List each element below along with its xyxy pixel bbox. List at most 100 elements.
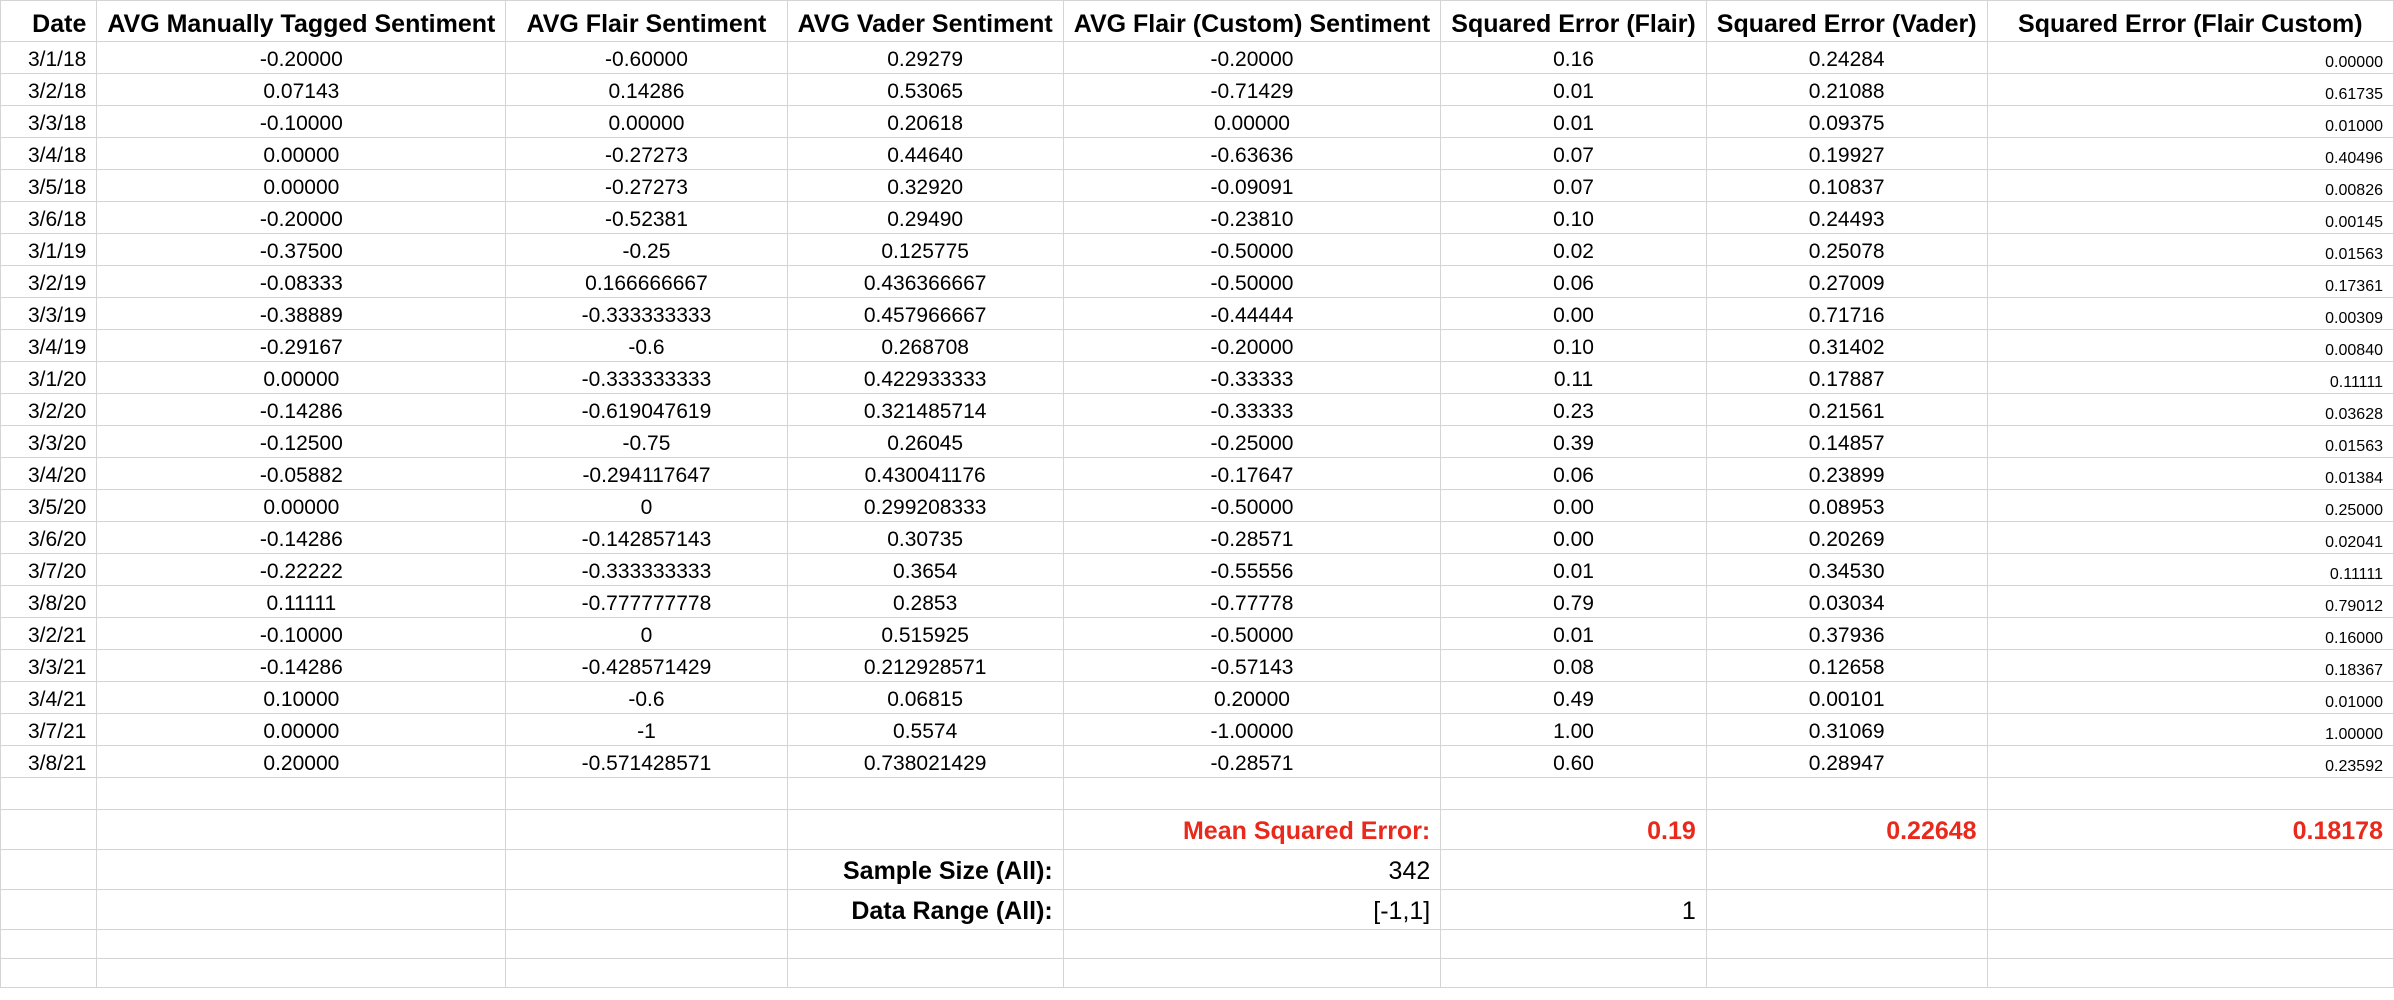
flair-sentiment-cell[interactable]: 0.14286 (505, 73, 788, 106)
vader-sentiment-cell[interactable]: 0.430041176 (786, 457, 1064, 490)
date-cell[interactable]: 3/4/21 (0, 681, 98, 714)
squared-error-flair-cell[interactable]: 0.00 (1440, 297, 1707, 330)
date-cell[interactable]: 3/8/21 (0, 745, 98, 778)
squared-error-flair-custom-cell[interactable]: 0.00000 (1986, 41, 2394, 74)
squared-error-flair-custom-cell[interactable]: 0.00840 (1986, 329, 2394, 362)
date-cell[interactable]: 3/1/19 (0, 233, 98, 266)
vader-sentiment-cell[interactable]: 0.29490 (786, 201, 1064, 234)
empty-cell[interactable] (1705, 929, 1988, 959)
flair-custom-sentiment-cell[interactable]: -0.71429 (1062, 73, 1442, 106)
squared-error-vader-cell[interactable]: 0.10837 (1705, 169, 1988, 202)
empty-cell[interactable] (786, 777, 1064, 810)
date-cell[interactable]: 3/4/19 (0, 329, 98, 362)
manual-sentiment-cell[interactable]: 0.00000 (96, 713, 507, 746)
empty-cell[interactable] (0, 929, 98, 959)
flair-custom-sentiment-cell[interactable]: -0.09091 (1062, 169, 1442, 202)
flair-sentiment-cell[interactable]: -0.6 (505, 681, 788, 714)
squared-error-vader-cell[interactable]: 0.31069 (1705, 713, 1988, 746)
squared-error-vader-cell[interactable]: 0.71716 (1705, 297, 1988, 330)
header-date[interactable]: Date (0, 0, 98, 42)
squared-error-flair-custom-cell[interactable]: 0.79012 (1986, 585, 2394, 618)
header-vader-sentiment[interactable]: AVG Vader Sentiment (786, 0, 1064, 42)
data-range-extra[interactable]: 1 (1440, 889, 1707, 930)
mse-label[interactable]: Mean Squared Error: (1062, 809, 1442, 850)
squared-error-flair-cell[interactable]: 0.11 (1440, 361, 1707, 394)
flair-sentiment-cell[interactable]: -1 (505, 713, 788, 746)
manual-sentiment-cell[interactable]: 0.20000 (96, 745, 507, 778)
manual-sentiment-cell[interactable]: 0.00000 (96, 169, 507, 202)
flair-custom-sentiment-cell[interactable]: 0.20000 (1062, 681, 1442, 714)
squared-error-flair-cell[interactable]: 0.01 (1440, 105, 1707, 138)
vader-sentiment-cell[interactable]: 0.26045 (786, 425, 1064, 458)
sample-size-label[interactable]: Sample Size (All): (786, 849, 1064, 890)
empty-cell[interactable] (1062, 929, 1442, 959)
vader-sentiment-cell[interactable]: 0.321485714 (786, 393, 1064, 426)
data-range-value[interactable]: [-1,1] (1062, 889, 1442, 930)
flair-sentiment-cell[interactable]: 0.00000 (505, 105, 788, 138)
flair-sentiment-cell[interactable]: -0.27273 (505, 169, 788, 202)
squared-error-flair-custom-cell[interactable]: 0.00309 (1986, 297, 2394, 330)
squared-error-flair-custom-cell[interactable]: 0.25000 (1986, 489, 2394, 522)
date-cell[interactable]: 3/2/19 (0, 265, 98, 298)
manual-sentiment-cell[interactable]: -0.29167 (96, 329, 507, 362)
squared-error-flair-custom-cell[interactable]: 0.16000 (1986, 617, 2394, 650)
squared-error-flair-cell[interactable]: 0.10 (1440, 201, 1707, 234)
sample-size-value[interactable]: 342 (1062, 849, 1442, 890)
flair-custom-sentiment-cell[interactable]: -0.50000 (1062, 233, 1442, 266)
empty-cell[interactable] (0, 889, 98, 930)
squared-error-vader-cell[interactable]: 0.08953 (1705, 489, 1988, 522)
squared-error-vader-cell[interactable]: 0.28947 (1705, 745, 1988, 778)
squared-error-vader-cell[interactable]: 0.14857 (1705, 425, 1988, 458)
date-cell[interactable]: 3/8/20 (0, 585, 98, 618)
flair-sentiment-cell[interactable]: -0.333333333 (505, 553, 788, 586)
header-squared-error-vader[interactable]: Squared Error (Vader) (1705, 0, 1988, 42)
squared-error-vader-cell[interactable]: 0.09375 (1705, 105, 1988, 138)
vader-sentiment-cell[interactable]: 0.3654 (786, 553, 1064, 586)
flair-custom-sentiment-cell[interactable]: -0.28571 (1062, 745, 1442, 778)
flair-custom-sentiment-cell[interactable]: -0.57143 (1062, 649, 1442, 682)
mse-flair-custom-value[interactable]: 0.18178 (1986, 809, 2394, 850)
empty-cell[interactable] (96, 849, 507, 890)
flair-custom-sentiment-cell[interactable]: -0.50000 (1062, 489, 1442, 522)
flair-custom-sentiment-cell[interactable]: -0.77778 (1062, 585, 1442, 618)
date-cell[interactable]: 3/2/18 (0, 73, 98, 106)
flair-custom-sentiment-cell[interactable]: -0.44444 (1062, 297, 1442, 330)
empty-cell[interactable] (1986, 849, 2394, 890)
squared-error-vader-cell[interactable]: 0.20269 (1705, 521, 1988, 554)
squared-error-flair-cell[interactable]: 0.01 (1440, 73, 1707, 106)
squared-error-vader-cell[interactable]: 0.24493 (1705, 201, 1988, 234)
flair-sentiment-cell[interactable]: -0.619047619 (505, 393, 788, 426)
manual-sentiment-cell[interactable]: -0.08333 (96, 265, 507, 298)
squared-error-flair-custom-cell[interactable]: 1.00000 (1986, 713, 2394, 746)
header-manual-sentiment[interactable]: AVG Manually Tagged Sentiment (96, 0, 507, 42)
empty-cell[interactable] (96, 889, 507, 930)
flair-custom-sentiment-cell[interactable]: -0.33333 (1062, 393, 1442, 426)
empty-cell[interactable] (505, 777, 788, 810)
date-cell[interactable]: 3/6/20 (0, 521, 98, 554)
header-flair-custom-sentiment[interactable]: AVG Flair (Custom) Sentiment (1062, 0, 1442, 42)
squared-error-flair-custom-cell[interactable]: 0.01000 (1986, 681, 2394, 714)
vader-sentiment-cell[interactable]: 0.29279 (786, 41, 1064, 74)
vader-sentiment-cell[interactable]: 0.125775 (786, 233, 1064, 266)
empty-cell[interactable] (1986, 889, 2394, 930)
empty-cell[interactable] (96, 777, 507, 810)
date-cell[interactable]: 3/2/20 (0, 393, 98, 426)
empty-cell[interactable] (96, 809, 507, 850)
squared-error-vader-cell[interactable]: 0.23899 (1705, 457, 1988, 490)
squared-error-vader-cell[interactable]: 0.21561 (1705, 393, 1988, 426)
manual-sentiment-cell[interactable]: -0.20000 (96, 41, 507, 74)
squared-error-vader-cell[interactable]: 0.00101 (1705, 681, 1988, 714)
mse-vader-value[interactable]: 0.22648 (1705, 809, 1988, 850)
squared-error-flair-custom-cell[interactable]: 0.61735 (1986, 73, 2394, 106)
squared-error-flair-custom-cell[interactable]: 0.23592 (1986, 745, 2394, 778)
date-cell[interactable]: 3/1/20 (0, 361, 98, 394)
empty-cell[interactable] (1705, 889, 1988, 930)
manual-sentiment-cell[interactable]: -0.22222 (96, 553, 507, 586)
empty-cell[interactable] (1440, 958, 1707, 988)
squared-error-flair-custom-cell[interactable]: 0.11111 (1986, 361, 2394, 394)
empty-cell[interactable] (96, 958, 507, 988)
vader-sentiment-cell[interactable]: 0.299208333 (786, 489, 1064, 522)
squared-error-vader-cell[interactable]: 0.17887 (1705, 361, 1988, 394)
squared-error-flair-custom-cell[interactable]: 0.01563 (1986, 425, 2394, 458)
squared-error-vader-cell[interactable]: 0.21088 (1705, 73, 1988, 106)
